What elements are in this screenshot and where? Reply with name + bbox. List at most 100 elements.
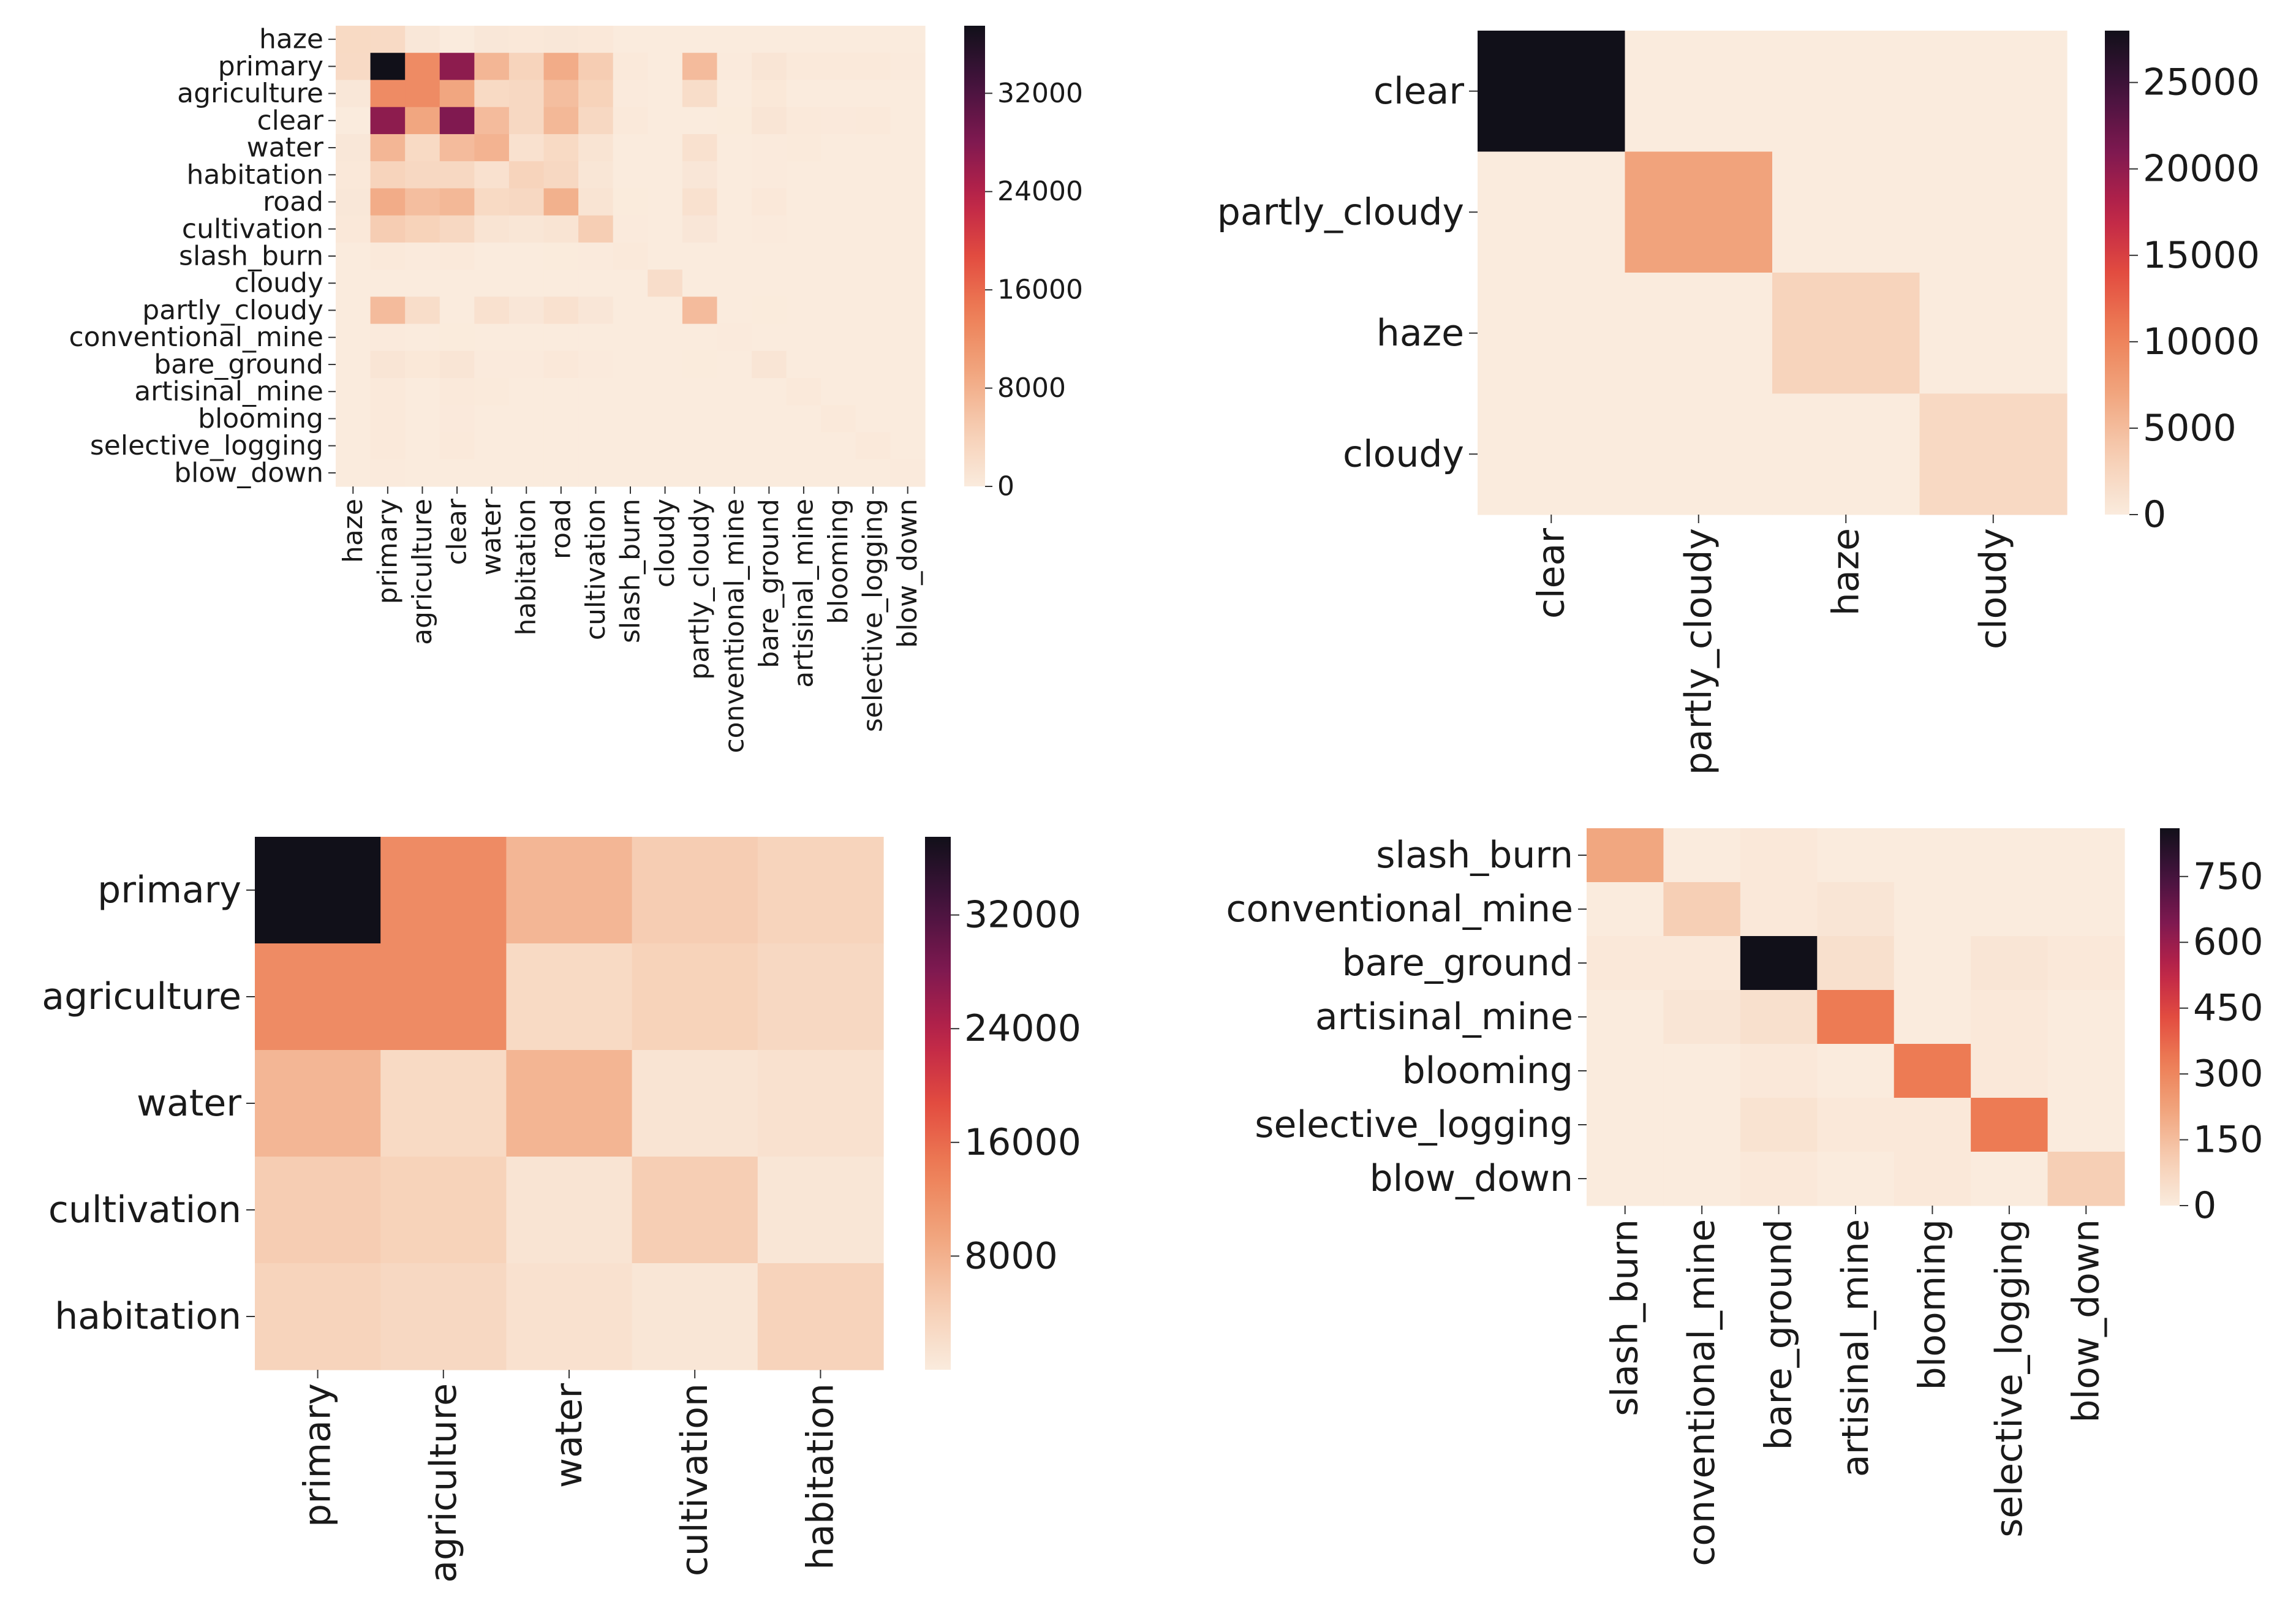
heatmap-cell — [508, 323, 545, 352]
heatmap-cell — [632, 1263, 758, 1370]
y-tick-label: selective_logging — [90, 430, 323, 461]
heatmap-cell — [855, 350, 891, 379]
heatmap-cell — [439, 459, 475, 487]
heatmap-cell — [752, 134, 787, 162]
heatmap-cell — [648, 80, 683, 108]
heatmap-cell — [578, 323, 614, 352]
heatmap-cell — [1971, 882, 2049, 937]
heatmap-cell — [1663, 1098, 1741, 1152]
heatmap-cell — [439, 432, 475, 460]
heatmap-cell — [682, 270, 718, 297]
y-tick-label: blow_down — [1370, 1157, 1573, 1200]
heatmap-all-labels: hazeprimaryagricultureclearwaterhabitati… — [69, 24, 1083, 753]
heatmap-cell — [890, 53, 926, 81]
heatmap-cell — [717, 350, 752, 379]
heatmap-cell — [1894, 990, 1971, 1044]
heatmap-cell — [648, 107, 683, 135]
heatmap-cell — [1740, 990, 1818, 1044]
heatmap-cell — [821, 323, 856, 352]
heatmap-cell — [648, 432, 683, 460]
heatmap-cell — [1817, 936, 1895, 991]
heatmap-cell — [1587, 936, 1664, 991]
heatmap-cell — [336, 53, 371, 81]
heatmap-cell — [1740, 936, 1818, 991]
heatmap-cell — [1817, 1152, 1895, 1206]
heatmap-cell — [508, 270, 545, 297]
heatmap-cell — [613, 242, 648, 270]
heatmap-cell — [855, 296, 891, 325]
colorbar-tick-label: 150 — [2193, 1119, 2264, 1161]
heatmap-cell — [821, 215, 856, 243]
heatmap-cell — [508, 378, 545, 406]
heatmap-cell — [578, 405, 614, 433]
heatmap-cell — [1919, 273, 2068, 395]
heatmap-cell — [757, 1157, 884, 1264]
heatmap-cell — [682, 432, 718, 460]
heatmap-cell — [1478, 31, 1626, 153]
colorbar-tick-label: 0 — [2143, 493, 2166, 536]
y-tick-label: blooming — [1402, 1049, 1573, 1092]
heatmap-cell — [752, 270, 787, 297]
heatmap-cell — [543, 215, 579, 243]
heatmap-cell — [405, 134, 440, 162]
heatmap-cell — [717, 107, 752, 135]
heatmap-cell — [2047, 1152, 2125, 1206]
heatmap-cell — [405, 350, 440, 379]
heatmap-cell — [855, 26, 891, 53]
x-tick-label: primary — [372, 499, 403, 604]
heatmap-cell — [1625, 31, 1773, 153]
heatmap-cell — [821, 188, 856, 216]
heatmap-cell — [613, 134, 648, 162]
x-tick-label: cloudy — [1972, 528, 2015, 649]
heatmap-cell — [370, 296, 406, 325]
heatmap-cell — [1625, 393, 1773, 515]
heatmap-cell — [405, 323, 440, 352]
x-tick-label: haze — [338, 499, 369, 563]
heatmap-cell — [508, 80, 545, 108]
heatmap-cell — [890, 270, 926, 297]
colorbar-tick-label: 600 — [2193, 921, 2264, 964]
heatmap-cell — [613, 161, 648, 189]
heatmap-cell — [439, 378, 475, 406]
heatmap-cell — [855, 53, 891, 81]
y-tick-label: agriculture — [42, 975, 241, 1018]
heatmap-cell — [1817, 1044, 1895, 1098]
x-tick-label: partly_cloudy — [1677, 528, 1720, 775]
heatmap-cell — [752, 53, 787, 81]
heatmap-cell — [405, 80, 440, 108]
heatmap-cell — [405, 296, 440, 325]
heatmap-cell — [578, 270, 614, 297]
colorbar-tick-label: 300 — [2193, 1052, 2264, 1095]
colorbar-tick-label: 8000 — [964, 1234, 1058, 1277]
y-tick-label: cloudy — [1343, 432, 1464, 475]
heatmap-cell — [786, 323, 821, 352]
heatmap-cell — [370, 350, 406, 379]
heatmap-cell — [648, 323, 683, 352]
heatmap-cell — [821, 270, 856, 297]
heatmap-cell — [336, 188, 371, 216]
heatmap-cell — [474, 188, 510, 216]
heatmap-cell — [1625, 273, 1773, 395]
heatmap-cell — [648, 26, 683, 53]
heatmap-cell — [717, 80, 752, 108]
x-tick-label: artisinal_mine — [1834, 1219, 1877, 1477]
heatmap-cell — [682, 296, 718, 325]
x-tick-label: conventional_mine — [719, 499, 750, 753]
y-tick-label: bare_ground — [1342, 942, 1573, 984]
heatmap-cell — [613, 459, 648, 487]
heatmap-cell — [786, 378, 821, 406]
heatmap-cell — [1587, 1098, 1664, 1152]
heatmap-cell — [786, 53, 821, 81]
heatmap-cell — [648, 378, 683, 406]
x-tick-label: artisinal_mine — [788, 499, 819, 688]
heatmap-cell — [370, 323, 406, 352]
x-tick-label: cultivation — [580, 499, 611, 640]
heatmap-cell — [336, 134, 371, 162]
x-tick-label: conventional_mine — [1680, 1219, 1723, 1566]
heatmap-cell — [255, 1263, 381, 1370]
y-tick-label: partly_cloudy — [1217, 191, 1464, 233]
heatmap-cell — [752, 323, 787, 352]
heatmap-cell — [855, 459, 891, 487]
y-tick-label: water — [247, 132, 324, 164]
heatmap-cell — [255, 943, 381, 1051]
